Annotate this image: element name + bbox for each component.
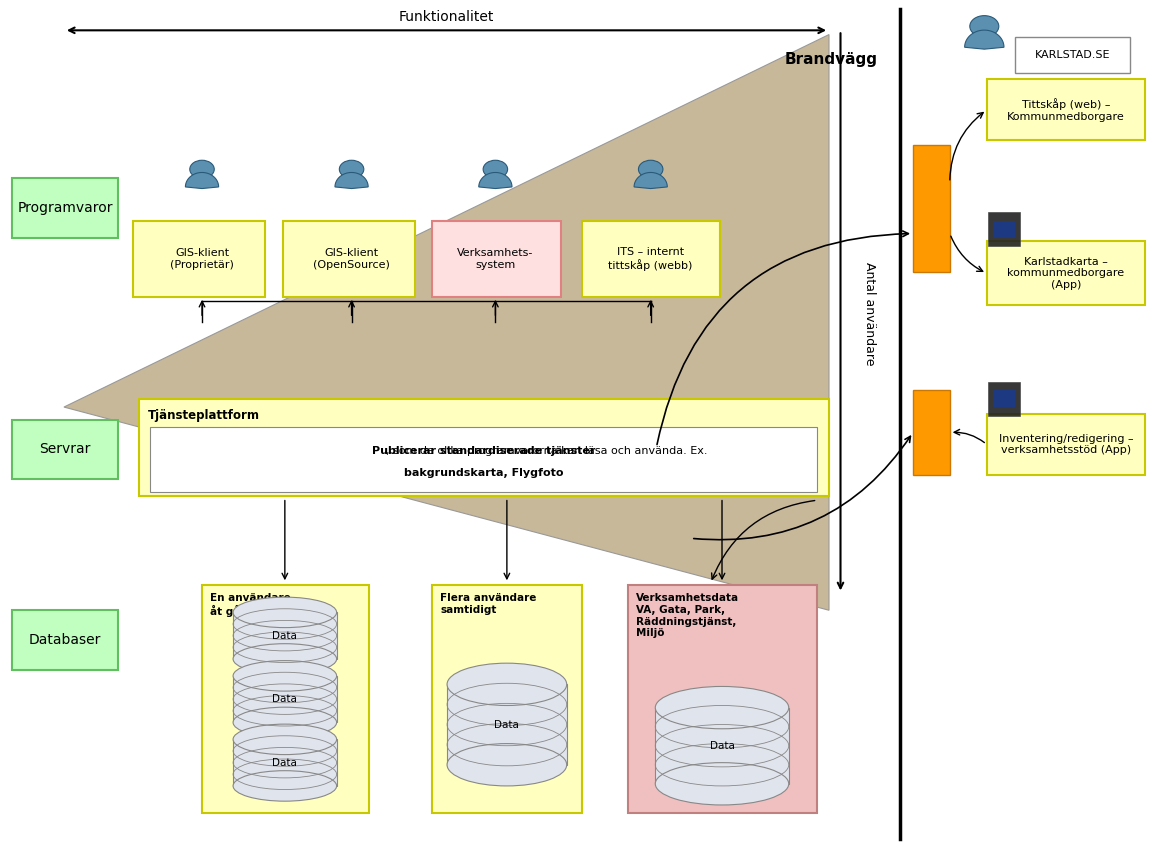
Bar	[993, 390, 1015, 407]
Polygon shape	[634, 172, 668, 188]
Ellipse shape	[233, 707, 337, 738]
Ellipse shape	[233, 644, 337, 674]
Ellipse shape	[447, 744, 567, 786]
Ellipse shape	[233, 771, 337, 801]
Circle shape	[970, 15, 998, 37]
Text: Databaser: Databaser	[29, 633, 101, 647]
Text: KARLSTAD.SE: KARLSTAD.SE	[1035, 50, 1110, 60]
Text: Data: Data	[272, 757, 297, 767]
Text: GIS-klient
(OpenSource): GIS-klient (OpenSource)	[314, 248, 390, 270]
Bar	[913, 145, 950, 271]
Bar	[988, 382, 1020, 416]
FancyBboxPatch shape	[432, 585, 581, 813]
Bar	[233, 676, 337, 722]
FancyBboxPatch shape	[150, 427, 817, 492]
Text: Programvaror: Programvaror	[17, 201, 113, 215]
FancyBboxPatch shape	[13, 420, 118, 479]
Bar	[233, 739, 337, 786]
Text: Servrar: Servrar	[39, 443, 91, 456]
FancyBboxPatch shape	[987, 80, 1145, 141]
Text: Verksamhetsdata
VA, Gata, Park,
Räddningstjänst,
Miljö: Verksamhetsdata VA, Gata, Park, Räddning…	[635, 594, 739, 639]
Polygon shape	[965, 31, 1004, 49]
Bar	[447, 684, 567, 765]
FancyBboxPatch shape	[13, 611, 118, 670]
Ellipse shape	[447, 663, 567, 706]
FancyBboxPatch shape	[987, 414, 1145, 475]
Circle shape	[339, 160, 364, 178]
Circle shape	[639, 160, 663, 178]
Circle shape	[483, 160, 507, 178]
FancyBboxPatch shape	[282, 220, 415, 297]
Bar	[988, 212, 1020, 246]
Polygon shape	[186, 172, 219, 188]
Text: Tittskåp (web) –
Kommunmedborgare: Tittskåp (web) – Kommunmedborgare	[1007, 98, 1125, 121]
Text: bakgrundskarta, Flygfoto: bakgrundskarta, Flygfoto	[404, 468, 564, 478]
Bar	[655, 707, 789, 784]
Polygon shape	[478, 172, 512, 188]
Bar	[233, 612, 337, 659]
Text: Tjänsteplattform: Tjänsteplattform	[148, 409, 259, 421]
Text: Flera användare
samtidigt: Flera användare samtidigt	[440, 594, 536, 615]
Text: Verksamhets-
system: Verksamhets- system	[458, 248, 534, 270]
Ellipse shape	[655, 762, 789, 805]
FancyBboxPatch shape	[13, 178, 118, 237]
Text: Antal användare: Antal användare	[862, 262, 876, 365]
Text: ITS – internt
tittskåp (webb): ITS – internt tittskåp (webb)	[609, 247, 693, 271]
Text: Brandvägg: Brandvägg	[784, 53, 877, 68]
Bar	[993, 220, 1015, 237]
Text: GIS-klient
(Proprietär): GIS-klient (Proprietär)	[171, 248, 234, 270]
FancyBboxPatch shape	[1016, 37, 1130, 73]
Polygon shape	[63, 35, 829, 611]
Text: Data: Data	[272, 695, 297, 704]
Ellipse shape	[233, 661, 337, 691]
Ellipse shape	[233, 724, 337, 755]
Circle shape	[190, 160, 214, 178]
Ellipse shape	[233, 597, 337, 628]
Text: Inventering/redigering –
verksamhetsstöd (App): Inventering/redigering – verksamhetsstöd…	[998, 433, 1133, 455]
FancyBboxPatch shape	[627, 585, 817, 813]
FancyBboxPatch shape	[138, 399, 829, 496]
FancyBboxPatch shape	[987, 241, 1145, 305]
Polygon shape	[336, 172, 368, 188]
Text: Publicerar standardiserade tjänster: Publicerar standardiserade tjänster	[372, 446, 596, 456]
Text: Funktionalitet: Funktionalitet	[399, 10, 495, 25]
Text: Data: Data	[272, 631, 297, 640]
FancyBboxPatch shape	[581, 220, 719, 297]
Text: Data: Data	[495, 720, 519, 729]
FancyBboxPatch shape	[133, 220, 265, 297]
FancyBboxPatch shape	[432, 220, 562, 297]
Ellipse shape	[655, 686, 789, 728]
Text: Karlstadkarta –
kommunmedborgare
(App): Karlstadkarta – kommunmedborgare (App)	[1008, 257, 1124, 290]
Text: , som de olika programvarorna kan läsa och använda. Ex.: , som de olika programvarorna kan läsa o…	[386, 446, 708, 456]
FancyBboxPatch shape	[202, 585, 369, 813]
Text: Data: Data	[709, 740, 734, 750]
Text: En användare
åt gången: En användare åt gången	[210, 594, 291, 617]
Bar	[913, 390, 950, 475]
